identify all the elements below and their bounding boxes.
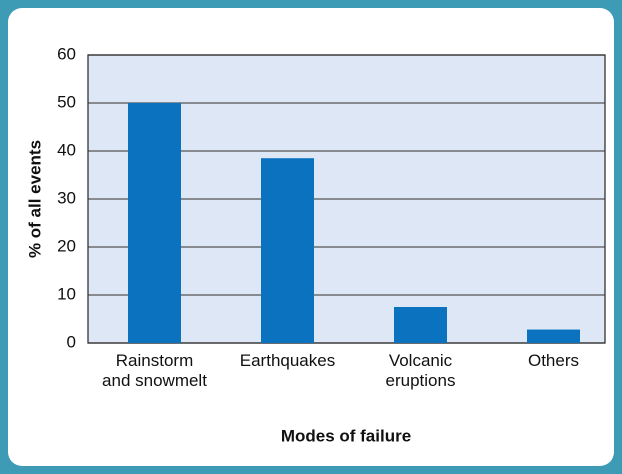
y-tick-label: 0 [67, 332, 76, 351]
bar [261, 158, 314, 343]
y-tick-label: 40 [57, 140, 76, 159]
x-tick-label: Rainstorm and snowmelt [102, 351, 207, 390]
y-tick-label: 20 [57, 236, 76, 255]
x-tick-label: Volcanic eruptions [385, 351, 456, 390]
y-axis-label: % of all events [25, 140, 44, 258]
bar [527, 329, 580, 343]
x-tick-label: Others [527, 351, 580, 370]
y-tick-label: 30 [57, 188, 76, 207]
y-tick-label: 60 [57, 44, 76, 63]
x-axis-label: Modes of failure [281, 426, 411, 445]
x-tick-label: Earthquakes [239, 351, 336, 370]
plot-border [87, 54, 606, 344]
bar [128, 103, 181, 343]
bar [394, 307, 447, 343]
y-tick-label: 10 [57, 284, 76, 303]
y-tick-label: 50 [57, 92, 76, 111]
